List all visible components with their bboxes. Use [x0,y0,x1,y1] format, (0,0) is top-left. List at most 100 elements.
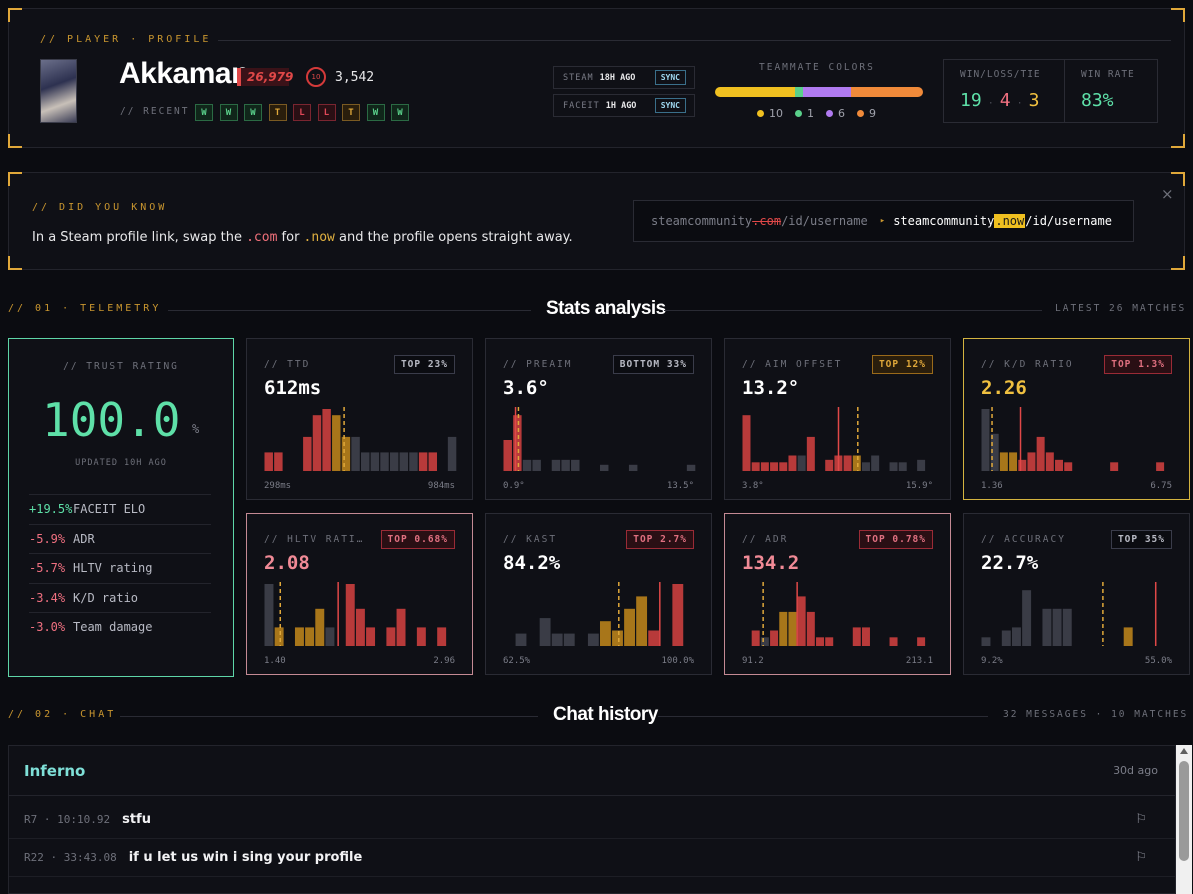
stat-card[interactable]: // ADR 134.2 TOP 0.78% 91.2 213.1 [724,513,951,675]
histogram-bar [1062,608,1072,646]
faceit-sync-button[interactable]: SYNC [654,98,686,113]
stat-card[interactable]: // KAST 84.2% TOP 2.7% 62.5% 100.0% [485,513,712,675]
histogram-bar [1018,459,1027,471]
dyk-now: .now [303,230,335,245]
recent-result-chip[interactable]: W [391,104,409,121]
stat-card-value: 13.2° [742,377,800,399]
histogram-bar [797,455,806,471]
range-max: 2.96 [433,656,455,666]
histogram-bar [600,621,611,646]
stat-card[interactable]: // TTD 612ms TOP 23% 298ms 984ms [246,338,473,500]
histogram-bar [1036,436,1045,471]
histogram-bar [1022,590,1032,646]
recent-result-chip[interactable]: W [195,104,213,121]
histogram-bar [503,440,512,471]
delta-value: -5.9% [29,531,66,546]
url-new-now: .now [994,214,1026,228]
recent-result-chip[interactable]: L [317,104,336,121]
percentile-badge: TOP 2.7% [626,530,694,549]
corner-decoration [1171,8,1185,22]
chat-match-header[interactable]: Inferno 30d ago [9,746,1175,796]
histogram-bar [917,637,926,646]
chat-scrollbar[interactable] [1176,745,1192,894]
close-icon[interactable]: × [1161,185,1174,203]
recent-result-chip[interactable]: T [268,104,287,121]
histogram-bar [380,452,389,471]
teammate-dot-icon [795,110,802,117]
steam-sync-button[interactable]: SYNC [654,70,686,85]
wlt-label: WIN/LOSS/TIE [960,69,1041,80]
stat-card-value: 22.7% [981,552,1039,574]
histogram-bar [600,464,609,471]
stat-card[interactable]: // ACCURACY 22.7% TOP 35% 9.2% 55.0% [963,513,1190,675]
histogram-bar [742,415,751,471]
histogram-bar [760,462,769,471]
histogram-bar [816,637,825,646]
histogram-bar [274,452,283,471]
histogram-bar [1027,452,1036,471]
histogram-bar [399,452,409,471]
stat-card-value: 134.2 [742,552,800,574]
histogram-bar [551,633,563,646]
histogram-bar [648,630,660,646]
stat-card[interactable]: // HLTV RATI… 2.08 TOP 0.68% 1.40 2.96 [246,513,473,675]
histogram-bar [345,584,355,646]
scroll-up-icon[interactable] [1180,748,1188,754]
distribution-histogram [515,582,684,646]
teammate-colors-legend: 10 1 6 9 [757,107,876,120]
recent-label: // RECENT [120,106,190,117]
recent-result-chip[interactable]: T [342,104,360,121]
distribution-histogram [751,582,926,646]
stat-card-title: // AIM OFFSET [742,359,843,370]
chat-timestamp: R22 · 33:43.08 [24,851,117,864]
recent-result-chip[interactable]: L [293,104,311,121]
histogram-bar [1001,630,1011,646]
histogram-bar [447,436,457,471]
histogram-bar [999,452,1008,471]
delta-label: ADR [73,531,95,546]
histogram-bar [428,452,437,471]
recent-result-chip[interactable]: W [219,104,238,121]
stat-card[interactable]: // PREAIM 3.6° BOTTOM 33% 0.9° 13.5° [485,338,712,500]
corner-decoration [8,8,22,22]
wins: 19 [960,90,982,111]
recent-result-chip[interactable]: W [366,104,385,121]
stat-card-value: 612ms [264,377,322,399]
histogram-bar [624,608,635,646]
trust-updated: UPDATED 10H AGO [75,458,167,468]
avatar[interactable] [40,59,77,123]
flag-icon[interactable]: ⚐ [1135,812,1147,827]
percentile-badge: TOP 1.3% [1104,355,1172,374]
histogram-bar [366,627,376,646]
stat-card[interactable]: // AIM OFFSET 13.2° TOP 12% 3.8° 15.9° [724,338,951,500]
histogram-bar [1055,459,1064,471]
delta-label: Team damage [73,620,153,634]
divider [168,310,531,311]
histogram-bar [1052,608,1062,646]
divider [664,310,1042,311]
trust-delta-row: -3.4% K/D ratio [29,582,211,612]
corner-decoration [8,134,22,148]
url-part: steamcommunity [651,214,753,228]
scroll-thumb[interactable] [1179,761,1189,861]
stat-card[interactable]: // K/D RATIO 2.26 TOP 1.3% 1.36 6.75 [963,338,1190,500]
histogram-bar [539,618,551,646]
record-box: WIN/LOSS/TIE 19 · 4 · 3 WIN RATE 83% [943,59,1158,123]
histogram-bar [797,596,806,646]
url-old-com: .com [752,214,782,228]
histogram-bar [303,436,312,471]
trust-delta-row: -5.9% ADR [29,523,211,553]
histogram-bar [264,584,274,646]
flag-icon[interactable]: ⚐ [1135,850,1147,865]
recent-result-chip[interactable]: W [244,104,262,121]
range-max: 55.0% [1144,656,1172,666]
trust-label: // TRUST RATING [63,361,179,372]
histogram-bar [825,637,834,646]
histogram-bar [322,409,331,471]
chat-label: // 02 · CHAT [8,709,117,720]
histogram-bar [513,415,522,471]
trust-delta-row: -5.7% HLTV rating [29,553,211,582]
histogram-bar [416,627,426,646]
histogram-bar [370,452,380,471]
teammate-colors-bar [715,87,923,97]
